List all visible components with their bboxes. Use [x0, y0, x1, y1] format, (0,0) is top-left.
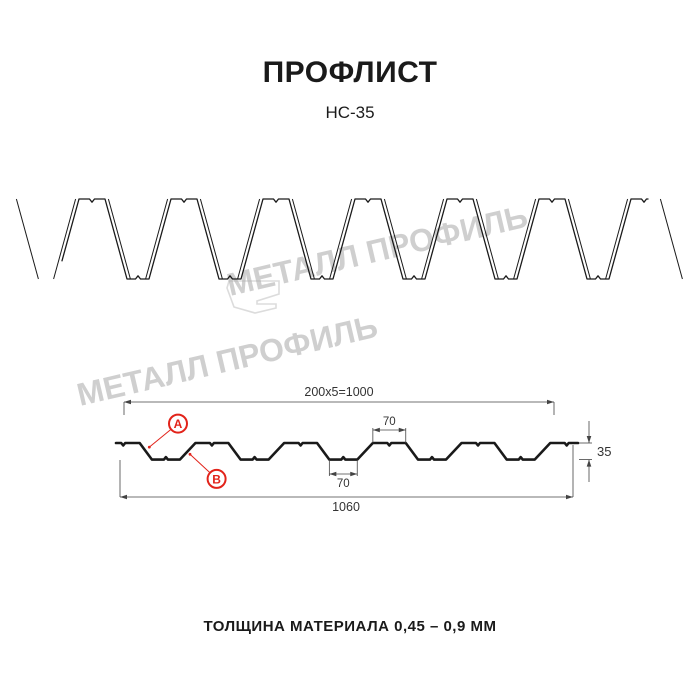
svg-text:70: 70 — [383, 416, 396, 428]
svg-text:35: 35 — [597, 444, 611, 459]
svg-text:A: A — [174, 417, 183, 431]
svg-text:B: B — [212, 472, 221, 486]
svg-text:МЕТАЛЛ ПРОФИЛЬ: МЕТАЛЛ ПРОФИЛЬ — [223, 198, 531, 303]
svg-text:200x5=1000: 200x5=1000 — [304, 385, 373, 399]
svg-text:70: 70 — [337, 478, 350, 490]
svg-text:1060: 1060 — [332, 500, 360, 514]
